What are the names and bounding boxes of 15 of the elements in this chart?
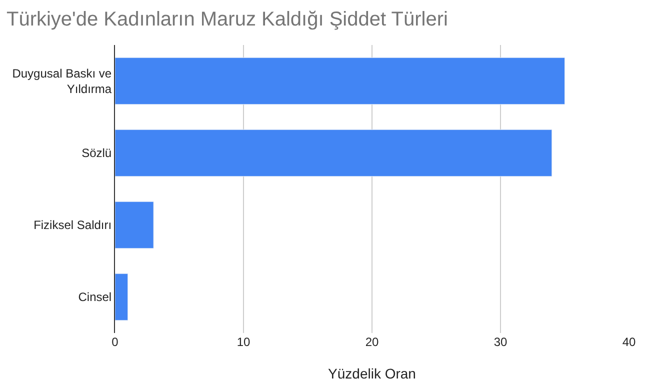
- y-tick-label: Cinsel: [78, 290, 112, 304]
- bar: [115, 201, 154, 249]
- bar: [115, 273, 128, 321]
- x-axis-title: Yüzdelik Oran: [328, 365, 416, 382]
- x-tick-label: 10: [236, 335, 250, 349]
- bar: [115, 129, 552, 177]
- bar: [115, 57, 565, 105]
- y-tick-label: Fiziksel Saldırı: [34, 218, 112, 232]
- x-tick-label: 0: [112, 335, 119, 349]
- y-tick-label: Duygusal Baskı ve Yıldırma: [12, 66, 112, 96]
- chart-title: Türkiye'de Kadınların Maruz Kaldığı Şiddet Türleri: [6, 8, 448, 31]
- x-tick-label: 40: [622, 335, 636, 349]
- y-tick-label: Sözlü: [82, 146, 112, 160]
- x-tick-label: 20: [365, 335, 379, 349]
- x-tick-label: 30: [494, 335, 508, 349]
